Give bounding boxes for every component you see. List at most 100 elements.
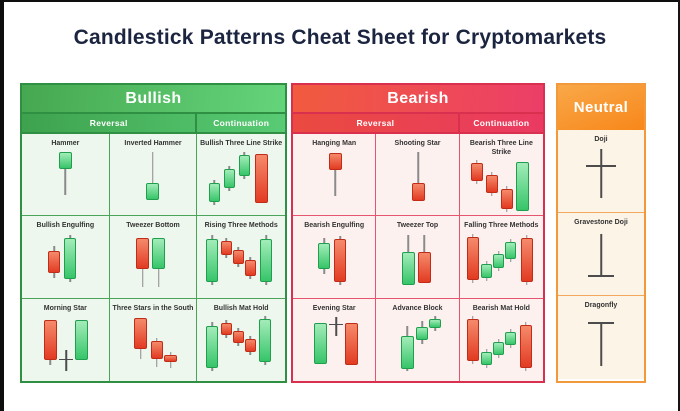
candle-body (64, 238, 77, 280)
candle-wick (152, 152, 154, 200)
candle-body (520, 238, 533, 283)
candlestick-drawing (559, 146, 643, 204)
doji-line (335, 316, 337, 336)
pattern-label: Gravestone Doji (574, 219, 628, 226)
pattern-cell: Bullish Mat Hold (197, 298, 285, 381)
candle-body (401, 252, 415, 286)
section-bullish: Bullish Reversal Continuation Hammer Inve… (20, 83, 287, 383)
candle-body (417, 252, 431, 284)
doji-bar (586, 165, 616, 167)
candle-body (146, 183, 160, 200)
candlestick-drawing (23, 232, 107, 290)
pattern-cell: Advance Block (376, 298, 460, 381)
candle-body (500, 189, 513, 209)
candlestick-drawing (111, 150, 195, 208)
candlestick-drawing (199, 315, 283, 373)
pattern-cell: Tweezer Bottom (109, 216, 198, 299)
candlestick-drawing (199, 232, 283, 290)
pattern-cell: Bearish Three Line Strike (459, 134, 543, 217)
pattern-cell: Inverted Hammer (109, 134, 198, 217)
candle-body (416, 326, 429, 340)
candle-body (516, 162, 530, 211)
section-bullish-subheaders: Reversal Continuation (22, 112, 285, 134)
candle-body (244, 260, 256, 277)
section-neutral-header: Neutral (558, 85, 644, 130)
candlestick-drawing (376, 232, 458, 290)
pattern-label: Hammer (51, 140, 80, 147)
candle-body (48, 251, 61, 274)
candle-wick (334, 153, 336, 196)
candle-body (505, 331, 517, 345)
pattern-label: Tweezer Top (396, 222, 439, 230)
doji-line (600, 149, 602, 198)
pattern-cell: Bearish Mat Hold (459, 298, 543, 381)
candle-body (505, 242, 517, 260)
pattern-cell: Hammer (22, 134, 110, 217)
candle-body (466, 318, 479, 361)
candle-body (485, 175, 498, 193)
candle-body (244, 338, 256, 352)
candle-body (152, 238, 166, 270)
pattern-cell: Doji (558, 130, 644, 213)
pattern-label: Three Stars in the South (112, 304, 194, 312)
section-bearish-header: Bearish (293, 85, 543, 112)
subheader-bullish-continuation: Continuation (213, 118, 270, 128)
candle-body (470, 163, 483, 181)
doji-bar (59, 358, 74, 361)
section-bullish-header: Bullish (22, 85, 285, 112)
doji-bar (588, 275, 614, 277)
candle-body (150, 340, 163, 359)
section-bearish-cells: Hanging Man Shooting Star Bearish Three Li… (293, 134, 543, 381)
candlestick-drawing (111, 315, 195, 373)
page-title: Candlestick Patterns Cheat Sheet for Cry… (73, 26, 607, 49)
pattern-label: Falling Three Methods (464, 222, 539, 230)
pattern-cell: Three Stars in the South (109, 298, 198, 381)
pattern-label: Advance Block (392, 304, 443, 312)
frame-left-border (0, 0, 4, 411)
candlestick-drawing (293, 150, 375, 208)
pattern-cell: Bullish Three Line Strike (197, 134, 285, 217)
candlestick-drawing (376, 150, 458, 208)
candle-body (259, 318, 272, 362)
candle-body (220, 322, 232, 335)
pattern-cell: Falling Three Methods (459, 216, 543, 299)
candlestick-drawing (460, 159, 543, 215)
pattern-cell: Tweezer Top (376, 216, 460, 299)
candle-body (208, 183, 220, 202)
candle-body (493, 254, 505, 269)
pattern-label: Shooting Star (394, 140, 441, 147)
candle-body (223, 169, 235, 188)
pattern-cell: Shooting Star (376, 134, 460, 217)
candle-wick (417, 152, 420, 201)
pattern-cell: Morning Star (22, 298, 110, 381)
doji-line (600, 322, 602, 366)
candle-body (481, 351, 493, 365)
pattern-label: Doji (594, 136, 608, 143)
candle-body (134, 317, 148, 349)
candle-body (43, 319, 57, 360)
candle-body (238, 155, 250, 176)
pattern-cell: Bearish Engulfing (293, 216, 377, 299)
subheader-bearish-continuation: Continuation (473, 118, 530, 128)
subheader-bearish-reversal: Reversal (293, 114, 460, 132)
subheader-bullish-reversal: Reversal (22, 114, 198, 132)
candlestick-drawing (376, 315, 458, 373)
pattern-label: Tweezer Bottom (126, 222, 180, 230)
candlestick-drawing (23, 315, 107, 373)
doji-line (600, 234, 602, 275)
pattern-cell: Dragonfly (558, 296, 644, 379)
candle-body (318, 243, 330, 270)
candle-body (206, 325, 219, 368)
doji-line (65, 349, 68, 371)
candle-body (313, 322, 327, 364)
pattern-label: Dragonfly (584, 302, 618, 309)
candle-body (334, 239, 346, 283)
candle-body (344, 322, 358, 365)
doji-bar (588, 322, 614, 324)
candlestick-drawing (559, 229, 643, 287)
candle-body (254, 154, 268, 203)
candle-body (136, 238, 150, 270)
section-bullish-cells: Hammer Inverted Hammer Bullish Three Line … (22, 134, 285, 381)
candle-body (328, 153, 342, 170)
